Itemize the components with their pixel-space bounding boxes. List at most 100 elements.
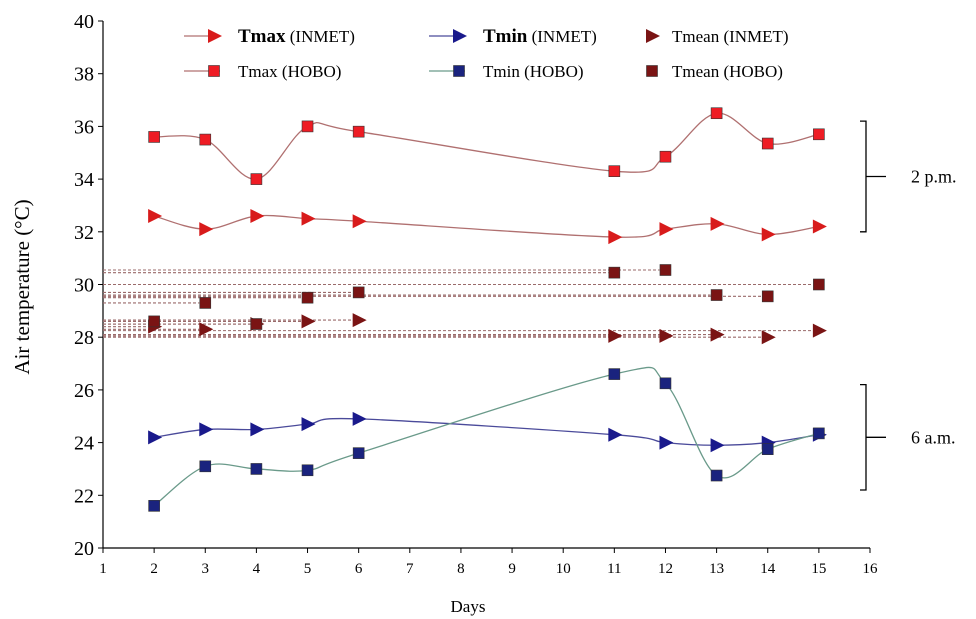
- data-point: [148, 208, 163, 223]
- y-tick-label: 28: [74, 327, 94, 349]
- x-tick-label: 5: [304, 561, 312, 577]
- data-point: [301, 314, 316, 329]
- x-tick-label: 1: [99, 561, 107, 577]
- legend-marker: [208, 29, 222, 43]
- legend-label: Tmax (INMET): [238, 26, 355, 47]
- data-point: [659, 264, 672, 276]
- data-point: [301, 120, 314, 133]
- data-point: [148, 315, 160, 328]
- series-1: [148, 411, 827, 453]
- data-point: [148, 131, 160, 143]
- legend-marker: [208, 65, 220, 77]
- y-axis-label: Air temperature (°C): [10, 199, 34, 374]
- data-point: [301, 417, 316, 432]
- y-tick-label: 32: [74, 222, 94, 244]
- series-line: [153, 214, 819, 238]
- data-point: [761, 290, 774, 303]
- annotation-brace: 6 a.m.: [860, 383, 956, 491]
- data-point: [199, 222, 214, 237]
- series-4: [148, 366, 825, 512]
- annotation-brace: 2 p.m.: [860, 120, 957, 233]
- x-tick-label: 13: [709, 561, 724, 577]
- y-tick-label: 34: [74, 169, 94, 191]
- data-point: [761, 330, 776, 345]
- legend-marker: [453, 65, 465, 77]
- data-point: [659, 222, 674, 237]
- data-point: [761, 137, 774, 150]
- data-point: [352, 214, 367, 229]
- annotations: 2 p.m. 6 a.m.: [860, 120, 957, 491]
- data-point: [352, 125, 365, 138]
- data-point: [813, 427, 825, 440]
- series-5: [148, 264, 825, 330]
- data-point: [710, 469, 723, 482]
- data-point: [352, 411, 367, 426]
- data-point: [352, 447, 365, 459]
- y-tick-label: 30: [74, 275, 94, 297]
- data-point: [250, 463, 263, 475]
- data-point: [608, 328, 623, 343]
- series-line: [154, 112, 819, 180]
- annotation-label: 6 a.m.: [911, 427, 956, 447]
- data-point: [710, 327, 725, 342]
- data-point: [250, 318, 263, 330]
- data-point: [250, 208, 265, 223]
- data-point: [199, 460, 212, 473]
- data-point: [199, 297, 212, 309]
- legend-label: Tmin (INMET): [483, 26, 597, 47]
- data-point: [710, 289, 723, 301]
- x-tick-label: 8: [457, 561, 465, 577]
- y-tick-label: 26: [74, 380, 94, 402]
- brace-line: [860, 383, 886, 491]
- reference-lines: [103, 269, 813, 338]
- x-tick-label: 4: [253, 561, 261, 577]
- data-point: [659, 377, 672, 390]
- legend-label: Tmax (HOBO): [238, 62, 341, 81]
- data-point: [608, 368, 621, 380]
- data-point: [710, 216, 725, 231]
- data-point: [250, 422, 265, 437]
- data-point: [761, 443, 774, 455]
- data-point: [812, 219, 827, 234]
- x-tick-label: 10: [556, 561, 571, 577]
- legend: Tmax (INMET) Tmin (INMET) Tmean (INMET) Tma…: [184, 26, 789, 81]
- legend-marker: [646, 29, 660, 43]
- data-point: [301, 464, 314, 477]
- legend-marker: [646, 65, 658, 77]
- legend-marker: [453, 29, 467, 43]
- annotation-label: 2 p.m.: [911, 166, 957, 186]
- series-3: [148, 107, 825, 185]
- data-point: [812, 323, 827, 338]
- data-point: [710, 107, 723, 120]
- x-tick-label: 2: [150, 561, 158, 577]
- data-point: [250, 173, 263, 185]
- data-point: [813, 128, 825, 141]
- data-point: [659, 435, 674, 450]
- series-line: [153, 366, 820, 507]
- x-tick-label: 15: [811, 561, 826, 577]
- y-tick-label: 36: [74, 116, 94, 138]
- data-point: [608, 427, 623, 442]
- y-tick-label: 38: [74, 64, 94, 86]
- x-tick-label: 12: [658, 561, 673, 577]
- data-point: [659, 328, 674, 343]
- x-tick-label: 16: [863, 561, 879, 577]
- data-point: [813, 278, 825, 291]
- legend-label: Tmean (INMET): [672, 27, 789, 46]
- data-point: [199, 422, 214, 437]
- data-point: [352, 313, 367, 328]
- series-2: [148, 313, 827, 345]
- data-point: [199, 133, 212, 146]
- data-point: [608, 266, 621, 279]
- data-point: [659, 150, 672, 163]
- series: [148, 107, 827, 512]
- data-point: [710, 438, 725, 453]
- y-tick-label: 20: [74, 538, 94, 560]
- series-0: [148, 208, 827, 245]
- legend-label: Tmean (HOBO): [672, 62, 783, 81]
- data-point: [352, 286, 365, 299]
- x-tick-label: 3: [202, 561, 210, 577]
- data-point: [301, 211, 316, 226]
- x-tick-label: 7: [406, 561, 414, 577]
